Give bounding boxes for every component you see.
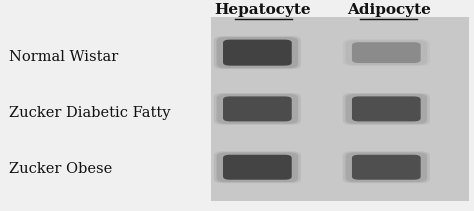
FancyBboxPatch shape bbox=[352, 155, 420, 180]
FancyBboxPatch shape bbox=[346, 152, 427, 182]
FancyBboxPatch shape bbox=[343, 151, 430, 183]
FancyBboxPatch shape bbox=[217, 94, 298, 124]
FancyBboxPatch shape bbox=[214, 93, 301, 125]
FancyBboxPatch shape bbox=[211, 17, 469, 201]
FancyBboxPatch shape bbox=[223, 40, 292, 66]
FancyBboxPatch shape bbox=[223, 96, 292, 121]
FancyBboxPatch shape bbox=[346, 40, 427, 65]
FancyBboxPatch shape bbox=[346, 94, 427, 124]
FancyBboxPatch shape bbox=[352, 96, 420, 121]
FancyBboxPatch shape bbox=[214, 151, 301, 183]
Text: Zucker Diabetic Fatty: Zucker Diabetic Fatty bbox=[9, 106, 171, 120]
Text: Zucker Obese: Zucker Obese bbox=[9, 162, 113, 176]
FancyBboxPatch shape bbox=[352, 42, 420, 63]
Text: Adipocyte: Adipocyte bbox=[347, 3, 430, 17]
FancyBboxPatch shape bbox=[343, 93, 430, 125]
FancyBboxPatch shape bbox=[217, 152, 298, 182]
FancyBboxPatch shape bbox=[343, 39, 430, 66]
FancyBboxPatch shape bbox=[214, 36, 301, 69]
Text: Normal Wistar: Normal Wistar bbox=[9, 50, 119, 64]
FancyBboxPatch shape bbox=[217, 37, 298, 68]
Text: Hepatocyte: Hepatocyte bbox=[215, 3, 311, 17]
FancyBboxPatch shape bbox=[223, 155, 292, 180]
